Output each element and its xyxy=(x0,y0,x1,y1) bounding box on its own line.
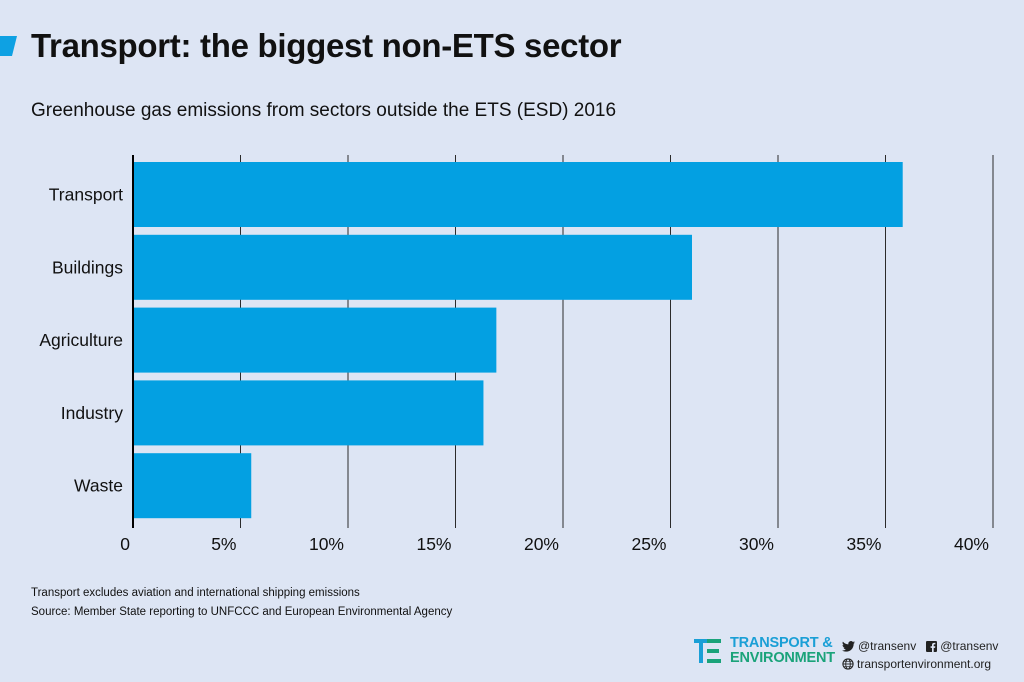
title-marker-icon xyxy=(0,36,17,56)
tick-label: 20% xyxy=(524,534,559,554)
globe-icon xyxy=(842,658,854,670)
logo-text-line1: TRANSPORT & xyxy=(730,635,833,651)
tick-label: 35% xyxy=(846,534,881,554)
tick-label: 30% xyxy=(739,534,774,554)
tick-label: 25% xyxy=(631,534,666,554)
tick-label: 0 xyxy=(120,534,130,554)
bar-chart: Transport Buildings Agriculture Industry Was… xyxy=(39,155,994,554)
facebook-icon xyxy=(926,640,938,652)
chart-subtitle: Greenhouse gas emissions from sectors ou… xyxy=(31,100,617,121)
facebook-handle: @transenv xyxy=(940,639,999,653)
brand-logo: TRANSPORT & ENVIRONMENT xyxy=(694,636,835,666)
category-label: Industry xyxy=(61,403,123,423)
facebook-link[interactable]: @transenv xyxy=(926,637,998,655)
logo-text-line2: ENVIRONMENT xyxy=(730,650,835,666)
category-label: Waste xyxy=(74,476,123,496)
category-label: Buildings xyxy=(52,257,123,277)
bar xyxy=(133,453,252,519)
source-note: Source: Member State reporting to UNFCCC… xyxy=(31,606,453,618)
bar xyxy=(133,162,903,227)
chart-title: Transport: the biggest non-ETS sector xyxy=(31,27,622,64)
category-label: Transport xyxy=(49,185,123,205)
social-links: @transenv @transenv transportenvironment… xyxy=(842,637,1008,673)
twitter-icon xyxy=(842,640,855,652)
twitter-link[interactable]: @transenv xyxy=(842,637,916,655)
tick-label: 15% xyxy=(416,534,451,554)
bar xyxy=(133,380,484,446)
bar xyxy=(133,234,692,300)
footnote: Transport excludes aviation and internat… xyxy=(31,587,360,599)
bar xyxy=(133,307,497,373)
tick-label: 40% xyxy=(954,534,989,554)
te-logo-icon xyxy=(694,639,721,663)
tick-label: 10% xyxy=(309,534,344,554)
category-label: Agriculture xyxy=(39,330,123,350)
website-link[interactable]: transportenvironment.org xyxy=(842,655,991,673)
twitter-handle: @transenv xyxy=(858,639,917,653)
website-url: transportenvironment.org xyxy=(857,657,992,671)
tick-label: 5% xyxy=(211,534,236,554)
